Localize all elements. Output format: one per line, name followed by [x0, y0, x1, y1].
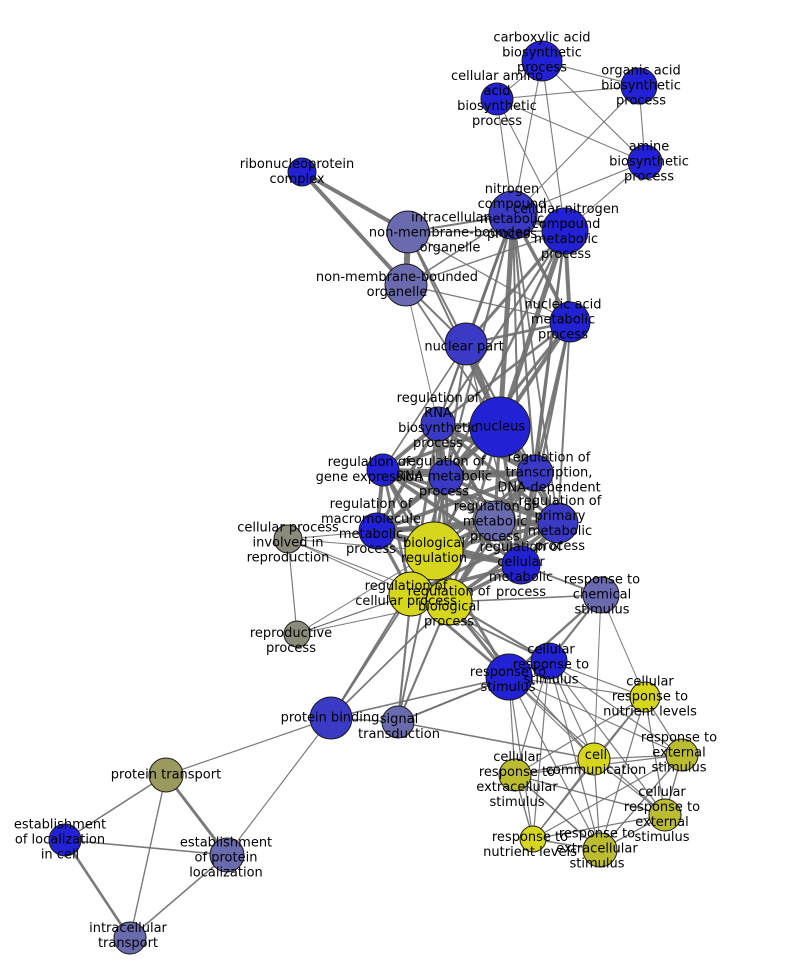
graph-edge — [405, 284, 439, 425]
graph-node[interactable] — [501, 545, 541, 585]
graph-node[interactable] — [648, 798, 682, 832]
graph-edge — [496, 85, 640, 100]
graph-edge — [496, 98, 566, 232]
graph-edge — [405, 284, 571, 323]
graph-edge — [512, 60, 543, 216]
graph-edge — [557, 321, 571, 524]
graph-edge — [514, 774, 601, 851]
graph-edge — [548, 660, 666, 816]
graph-node[interactable] — [420, 406, 456, 442]
graph-node[interactable] — [209, 837, 245, 873]
graph-node[interactable] — [386, 210, 430, 254]
graph-edge — [599, 696, 646, 851]
graph-node[interactable] — [498, 758, 532, 792]
graph-edge — [436, 320, 572, 426]
graph-edge — [448, 594, 602, 603]
graph-node[interactable] — [516, 454, 554, 492]
graph-edge — [600, 594, 646, 698]
graph-edge — [407, 231, 571, 323]
graph-edge — [508, 676, 534, 840]
graph-edge — [532, 814, 666, 840]
graph-edge — [287, 538, 298, 635]
edge-layer — [63, 60, 683, 940]
graph-node[interactable] — [549, 301, 591, 343]
graph-node[interactable] — [381, 705, 415, 739]
graph-edge — [512, 85, 640, 216]
graph-node[interactable] — [113, 921, 147, 955]
graph-node[interactable] — [577, 742, 611, 776]
graph-node[interactable] — [488, 190, 538, 240]
graph-node[interactable] — [480, 82, 514, 116]
graph-node[interactable] — [273, 524, 303, 554]
graph-node[interactable] — [485, 653, 533, 701]
graph-node[interactable] — [519, 825, 547, 853]
graph-edge — [541, 60, 566, 232]
graph-node[interactable] — [665, 738, 699, 772]
graph-edge — [63, 838, 132, 940]
graph-edge — [511, 213, 537, 475]
graph-node[interactable] — [148, 757, 184, 793]
graph-edge — [496, 98, 646, 163]
graph-edge — [64, 774, 167, 841]
graph-node[interactable] — [384, 263, 428, 307]
graph-edge — [381, 468, 497, 523]
graph-node[interactable] — [627, 144, 663, 180]
graph-edge — [381, 468, 560, 525]
graph-edge — [532, 758, 595, 840]
graph-node[interactable] — [425, 578, 473, 626]
graph-edge — [129, 854, 228, 939]
graph-edge — [599, 754, 683, 851]
graph-edge — [541, 60, 646, 163]
graph-edge — [330, 601, 450, 719]
graph-edge — [226, 717, 332, 856]
graph-edge — [165, 717, 332, 776]
graph-node[interactable] — [48, 823, 82, 857]
graph-edge — [532, 660, 550, 840]
graph-node[interactable] — [620, 67, 658, 105]
graph-node[interactable] — [474, 500, 516, 542]
graph-node[interactable] — [388, 571, 434, 617]
graph-node[interactable] — [521, 40, 563, 82]
graph-node[interactable] — [530, 642, 568, 680]
graph-node[interactable] — [469, 396, 531, 458]
graph-node[interactable] — [404, 521, 464, 581]
graph-edge — [514, 696, 646, 776]
graph-edge — [129, 774, 167, 939]
graph-edge — [514, 660, 550, 776]
graph-edge — [300, 170, 408, 287]
graph-node[interactable] — [358, 512, 396, 550]
graph-edge — [464, 229, 567, 346]
graph-edge — [330, 676, 510, 719]
graph-edge — [514, 774, 666, 816]
graph-edge — [64, 839, 228, 856]
graph-node[interactable] — [366, 453, 400, 487]
graph-edge — [381, 468, 523, 567]
graph-node[interactable] — [309, 696, 353, 740]
graph-edge — [382, 343, 467, 471]
graph-edge — [397, 721, 595, 760]
graph-edge — [409, 521, 560, 596]
graph-edge — [405, 230, 566, 286]
graph-edge — [330, 593, 412, 719]
graph-node[interactable] — [287, 157, 317, 187]
graph-node[interactable] — [428, 459, 464, 495]
graph-edge — [508, 676, 601, 851]
graph-edge — [407, 230, 566, 233]
graph-node[interactable] — [537, 502, 579, 544]
graph-edge — [548, 660, 683, 756]
graph-node[interactable] — [582, 832, 618, 868]
graph-edge — [532, 754, 683, 840]
node-layer — [48, 40, 699, 955]
graph-node[interactable] — [444, 322, 488, 366]
graph-edge — [593, 594, 602, 760]
graph-node[interactable] — [541, 207, 589, 255]
graph-node[interactable] — [582, 576, 620, 614]
graph-node[interactable] — [629, 681, 661, 713]
graph-node[interactable] — [283, 620, 311, 648]
